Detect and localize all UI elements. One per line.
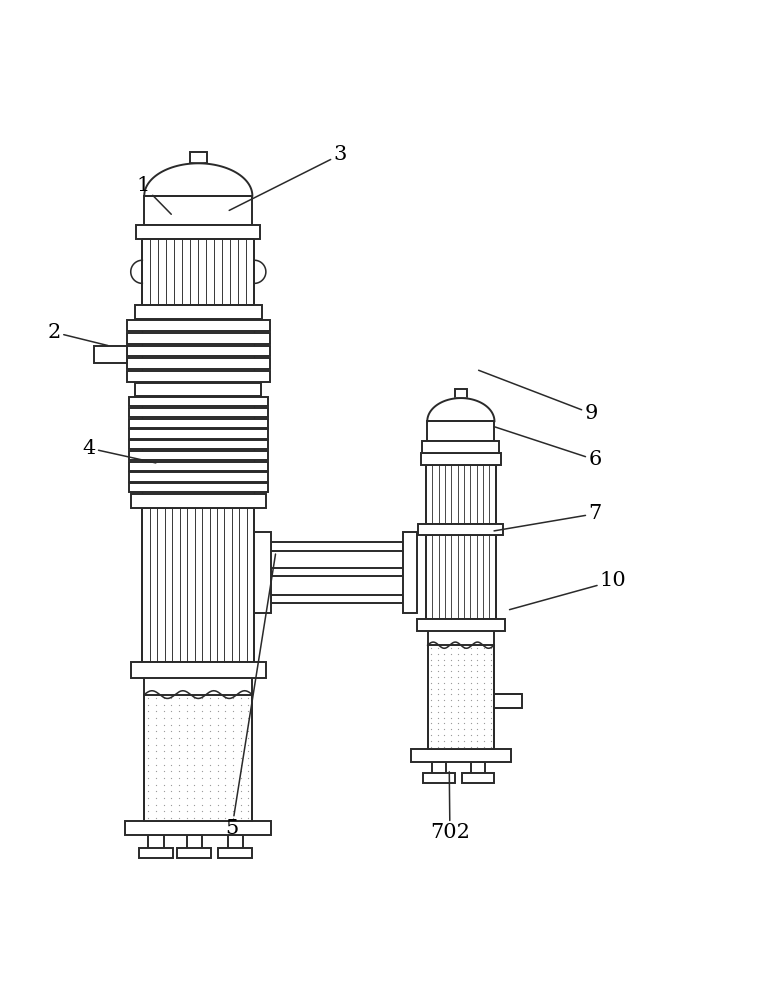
Bar [254, 532, 271, 613]
Bar [494, 694, 522, 708]
Bar [271, 595, 403, 603]
Bar [144, 695, 253, 821]
Bar [190, 152, 207, 163]
Text: 6: 6 [494, 427, 601, 469]
Bar [411, 749, 511, 762]
Text: 4: 4 [82, 439, 156, 463]
Bar [271, 568, 403, 576]
Bar [127, 320, 270, 331]
Bar [177, 848, 212, 858]
Bar [143, 239, 254, 305]
Bar [228, 835, 243, 849]
Bar [422, 441, 499, 453]
Bar [129, 419, 268, 428]
Polygon shape [427, 398, 494, 421]
Bar [129, 408, 268, 417]
Bar [426, 535, 495, 619]
Text: 5: 5 [226, 554, 276, 838]
Text: 7: 7 [494, 504, 601, 531]
Bar [127, 333, 270, 344]
Bar [143, 508, 254, 662]
Bar [129, 440, 268, 449]
Bar [127, 371, 270, 382]
Bar [127, 358, 270, 369]
Text: 1: 1 [136, 176, 171, 214]
Bar [131, 662, 266, 678]
Bar [136, 225, 260, 239]
Bar [428, 645, 494, 749]
Bar [271, 542, 403, 551]
Bar [148, 835, 164, 849]
Bar [418, 524, 503, 535]
Text: 3: 3 [229, 145, 347, 210]
Bar [136, 383, 261, 396]
Bar [421, 453, 501, 465]
Bar [139, 848, 173, 858]
Text: 702: 702 [430, 772, 470, 842]
Bar [129, 451, 268, 460]
Polygon shape [144, 163, 253, 196]
Bar [471, 762, 485, 774]
Bar [417, 619, 505, 631]
Bar [462, 773, 494, 783]
Bar [95, 346, 127, 363]
Bar [126, 821, 271, 835]
Bar [427, 421, 494, 441]
Text: 2: 2 [48, 323, 108, 346]
Bar [127, 346, 270, 356]
Bar [129, 462, 268, 471]
Bar [129, 397, 268, 406]
Bar [426, 465, 495, 524]
Bar [129, 483, 268, 492]
Bar [432, 762, 446, 774]
Bar [423, 773, 456, 783]
Text: 10: 10 [509, 571, 627, 610]
Bar [129, 472, 268, 482]
Bar [219, 848, 253, 858]
Bar [131, 494, 266, 508]
Bar [135, 305, 262, 319]
Bar [187, 835, 202, 849]
Bar [129, 429, 268, 439]
Text: 9: 9 [479, 370, 598, 423]
Bar [403, 532, 417, 613]
Bar [144, 196, 253, 225]
Bar [455, 389, 467, 398]
